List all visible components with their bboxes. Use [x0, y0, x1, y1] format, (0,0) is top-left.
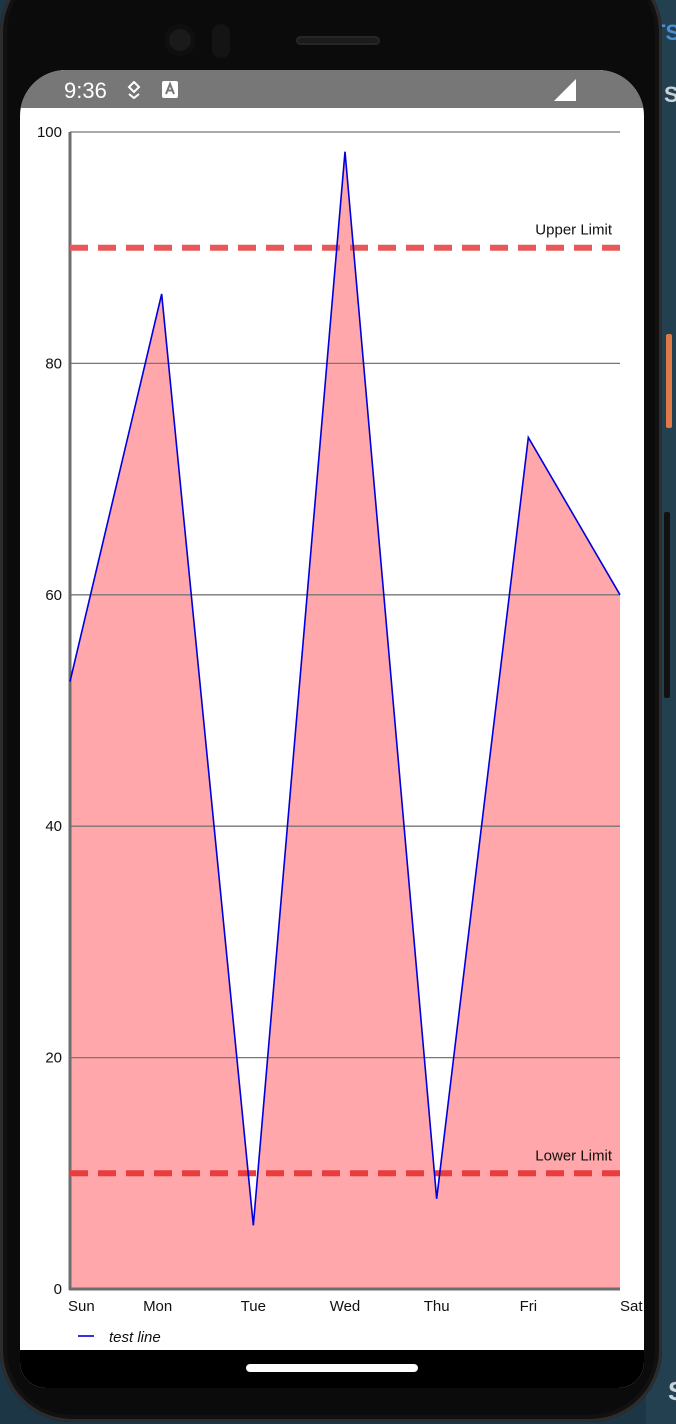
y-tick-label-60: 60 — [45, 587, 62, 604]
status-bar: 9:36 — [20, 70, 644, 108]
background-text-2: S — [664, 82, 676, 107]
power-button[interactable] — [666, 334, 672, 428]
limit-label-0: Upper Limit — [535, 222, 613, 239]
earpiece-speaker — [296, 36, 380, 45]
download-status-icon — [127, 81, 141, 99]
status-time: 9:36 — [64, 78, 107, 103]
keyboard-a-icon — [162, 81, 178, 98]
proximity-sensor — [212, 24, 230, 58]
line-chart: 0 20 40 60 80 100 Upper Limit Lower Limit Sun Mon… — [37, 124, 643, 1346]
legend-label: test line — [109, 1329, 161, 1346]
y-tick-label-80: 80 — [45, 355, 62, 372]
area-fill — [70, 151, 620, 1290]
x-tick-label-tue: Tue — [241, 1298, 266, 1315]
signal-icon — [554, 79, 576, 101]
volume-button[interactable] — [664, 512, 670, 698]
limit-label-1: Lower Limit — [535, 1147, 613, 1164]
y-tick-label-100: 100 — [37, 124, 62, 141]
home-handle[interactable] — [246, 1364, 418, 1372]
x-tick-label-fri: Fri — [520, 1298, 538, 1315]
device-screen: 9:36 0 20 40 60 80 100 Upper Limit Lower Limit S… — [20, 70, 644, 1388]
x-tick-label-thu: Thu — [424, 1298, 450, 1315]
x-tick-label-sat: Sat — [620, 1298, 643, 1315]
x-tick-label-sun: Sun — [68, 1298, 95, 1315]
x-tick-label-wed: Wed — [330, 1298, 361, 1315]
navigation-bar — [20, 1350, 644, 1388]
background-text-3: S — [668, 1376, 676, 1407]
y-tick-label-20: 20 — [45, 1050, 62, 1067]
x-tick-label-mon: Mon — [143, 1298, 172, 1315]
y-tick-label-40: 40 — [45, 818, 62, 835]
y-tick-label-0: 0 — [54, 1281, 62, 1298]
front-camera — [164, 24, 196, 56]
